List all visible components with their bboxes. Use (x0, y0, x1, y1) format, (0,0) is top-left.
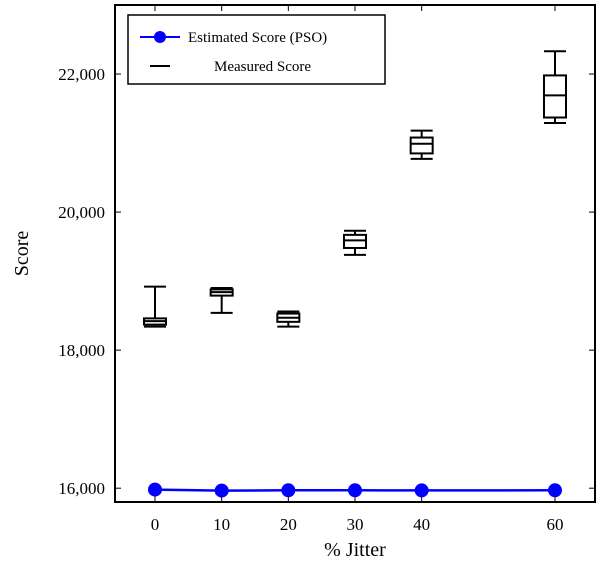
y-axis-label: Score (11, 231, 33, 277)
box-plot (409, 129, 434, 160)
x-tick-label: 20 (280, 515, 297, 534)
estimated-score-point (281, 483, 296, 498)
legend-box (127, 14, 386, 85)
box-plot (209, 287, 234, 314)
box-plot (276, 310, 301, 328)
legend-label-measured: Measured Score (214, 59, 311, 75)
legend: Estimated Score (PSO) Measured Score (127, 14, 386, 85)
estimated-score-line (148, 482, 562, 498)
box-iqr (409, 136, 434, 155)
box-iqr (343, 233, 367, 249)
axis-labels: % Jitter Score (11, 231, 386, 561)
box-plot (143, 285, 167, 328)
x-tick-label: 30 (347, 515, 364, 534)
x-tick-label: 60 (547, 515, 564, 534)
estimated-score-point (348, 483, 362, 498)
legend-dot-icon (154, 31, 166, 43)
y-tick-label: 16,000 (58, 479, 105, 498)
x-axis-label: % Jitter (324, 539, 386, 561)
x-tick-label: 0 (151, 515, 160, 534)
x-tick-label: 10 (213, 515, 230, 534)
box-plot (343, 229, 367, 256)
y-tick-label: 20,000 (58, 203, 105, 222)
x-tick-label: 40 (413, 515, 430, 534)
estimated-score-polyline (154, 488, 556, 492)
measured-score-boxes (143, 50, 567, 328)
estimated-score-point (148, 482, 162, 497)
box-plot (543, 50, 567, 125)
estimated-score-point (214, 483, 229, 498)
plot-frame (114, 4, 596, 503)
legend-label-estimated: Estimated Score (PSO) (188, 30, 327, 46)
estimated-score-point (548, 483, 562, 498)
y-tick-label: 18,000 (58, 341, 105, 360)
box-iqr (543, 74, 567, 119)
tick-layer: 16,000 18,000 20,000 22,000 0 10 20 30 40 60 (58, 5, 595, 534)
estimated-score-point (414, 483, 429, 498)
y-tick-label: 22,000 (58, 65, 105, 84)
